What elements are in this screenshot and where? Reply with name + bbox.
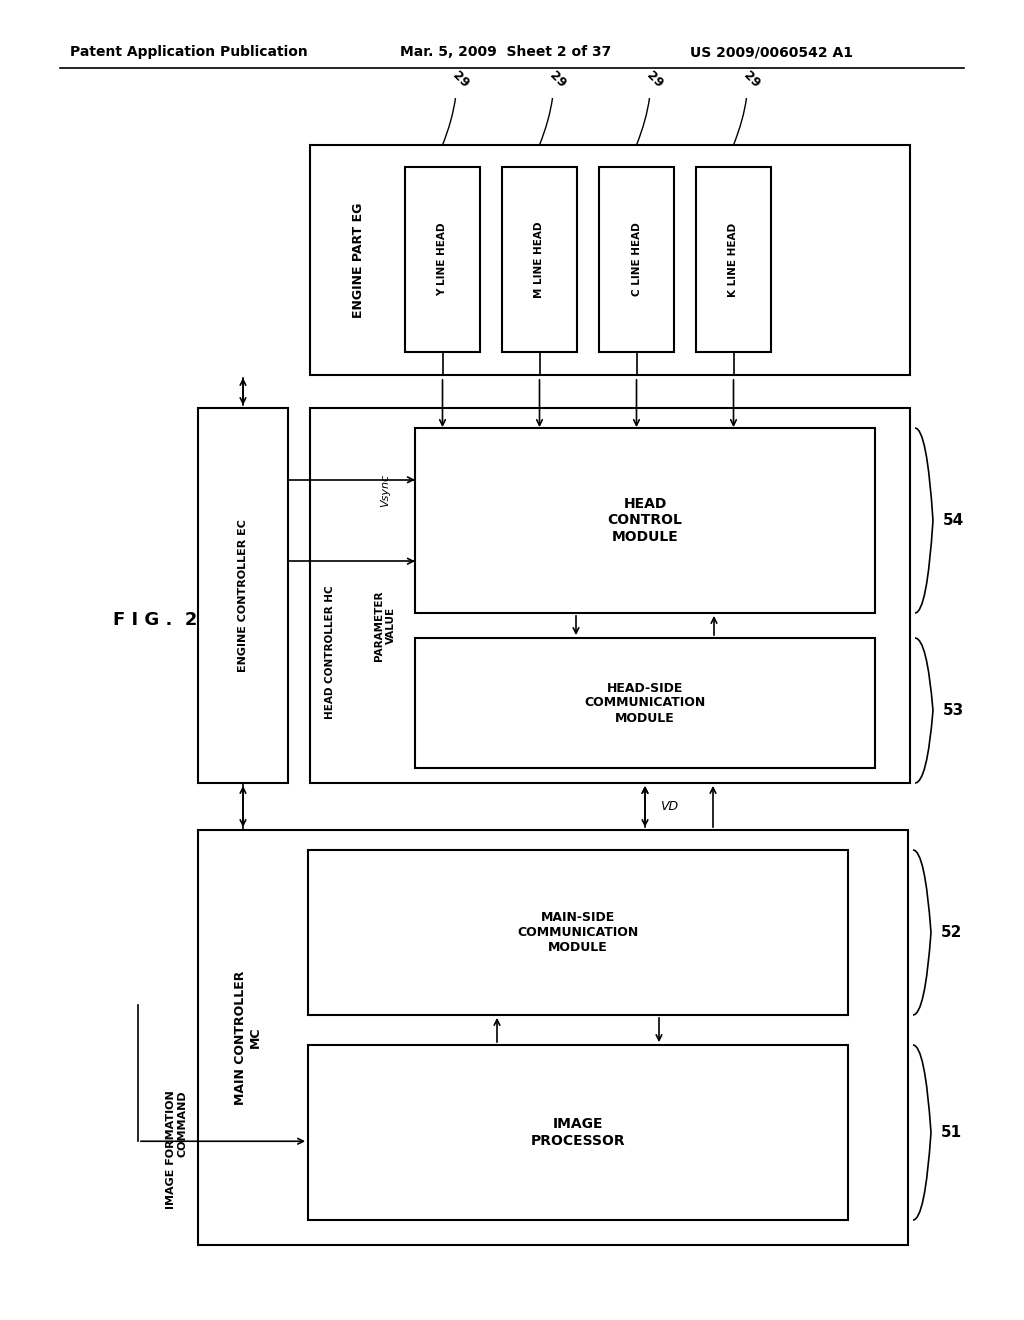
Text: 29: 29 bbox=[740, 69, 762, 91]
Text: MAIN-SIDE
COMMUNICATION
MODULE: MAIN-SIDE COMMUNICATION MODULE bbox=[517, 911, 639, 954]
Text: HEAD CONTROLLER HC: HEAD CONTROLLER HC bbox=[325, 585, 335, 718]
Text: 51: 51 bbox=[941, 1125, 963, 1140]
Text: 29: 29 bbox=[644, 69, 666, 91]
Text: 52: 52 bbox=[941, 925, 963, 940]
Text: HEAD-SIDE
COMMUNICATION
MODULE: HEAD-SIDE COMMUNICATION MODULE bbox=[585, 681, 706, 725]
Text: US 2009/0060542 A1: US 2009/0060542 A1 bbox=[690, 45, 853, 59]
Bar bbox=[308, 1045, 848, 1220]
Text: 29: 29 bbox=[547, 69, 568, 91]
Text: IMAGE FORMATION
COMMAND: IMAGE FORMATION COMMAND bbox=[166, 1090, 188, 1209]
Text: VD: VD bbox=[660, 800, 678, 813]
Bar bbox=[308, 850, 848, 1015]
Text: HEAD
CONTROL
MODULE: HEAD CONTROL MODULE bbox=[607, 498, 682, 544]
Text: Mar. 5, 2009  Sheet 2 of 37: Mar. 5, 2009 Sheet 2 of 37 bbox=[400, 45, 611, 59]
Bar bbox=[198, 830, 908, 1245]
Bar bbox=[502, 168, 577, 352]
Bar bbox=[696, 168, 771, 352]
Bar bbox=[599, 168, 674, 352]
Text: IMAGE
PROCESSOR: IMAGE PROCESSOR bbox=[530, 1118, 626, 1147]
Bar bbox=[310, 408, 910, 783]
Text: ENGINE PART EG: ENGINE PART EG bbox=[351, 202, 365, 318]
Text: PARAMETER
VALUE: PARAMETER VALUE bbox=[374, 590, 396, 661]
Text: K LINE HEAD: K LINE HEAD bbox=[728, 223, 738, 297]
Text: MAIN CONTROLLER
MC: MAIN CONTROLLER MC bbox=[234, 970, 262, 1105]
Text: 53: 53 bbox=[943, 704, 965, 718]
Text: Vsync: Vsync bbox=[380, 474, 390, 507]
Text: ENGINE CONTROLLER EC: ENGINE CONTROLLER EC bbox=[238, 519, 248, 672]
Bar bbox=[415, 428, 874, 612]
Text: F I G .  2: F I G . 2 bbox=[113, 611, 198, 630]
Bar bbox=[310, 145, 910, 375]
Text: 29: 29 bbox=[450, 69, 471, 91]
Bar bbox=[415, 638, 874, 768]
Bar bbox=[198, 408, 288, 783]
Bar bbox=[406, 168, 480, 352]
Text: Patent Application Publication: Patent Application Publication bbox=[70, 45, 308, 59]
Text: M LINE HEAD: M LINE HEAD bbox=[535, 222, 545, 298]
Text: 54: 54 bbox=[943, 513, 965, 528]
Text: Y LINE HEAD: Y LINE HEAD bbox=[437, 223, 447, 296]
Text: C LINE HEAD: C LINE HEAD bbox=[632, 223, 641, 297]
